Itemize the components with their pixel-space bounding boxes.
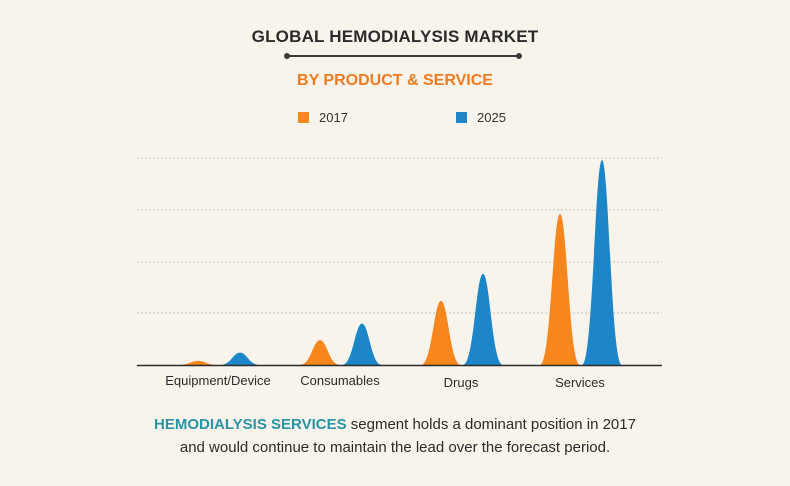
peak-2025-drugs	[463, 273, 503, 365]
footer-highlight: HEMODIALYSIS SERVICES	[154, 416, 347, 433]
legend-item-2017: 2017	[298, 110, 348, 125]
category-label-3: Services	[555, 375, 605, 390]
category-label-2: Drugs	[444, 375, 479, 390]
peak-2017-services	[540, 213, 580, 365]
peak-2025-consumables	[342, 323, 382, 365]
peak-2017-drugs	[421, 300, 461, 365]
peak-2017-consumables	[300, 340, 340, 365]
title-divider	[284, 53, 522, 59]
chart-footer: HEMODIALYSIS SERVICES segment holds a do…	[0, 413, 790, 459]
chart-title: GLOBAL HEMODIALYSIS MARKET	[251, 27, 539, 46]
legend-label-2025: 2025	[477, 110, 506, 125]
footer-line-1-rest: segment holds a dominant position in 201…	[346, 416, 636, 433]
legend-swatch-2025	[456, 112, 467, 123]
legend-item-2025: 2025	[456, 110, 506, 125]
legend-label-2017: 2017	[319, 110, 348, 125]
footer-line-2: and would continue to maintain the lead …	[179, 439, 611, 456]
peak-2017-equipment-device	[178, 360, 218, 365]
category-label-0: Equipment/Device	[165, 373, 271, 388]
footer-line-1: HEMODIALYSIS SERVICES segment holds a do…	[0, 413, 790, 436]
peak-2025-equipment-device	[220, 352, 260, 365]
divider-dot-right	[516, 53, 522, 59]
peak-2025-services	[582, 160, 622, 365]
category-label-1: Consumables	[300, 373, 380, 388]
chart-subtitle: BY PRODUCT & SERVICE	[297, 72, 493, 89]
legend-swatch-2017	[298, 112, 309, 123]
divider-dot-left	[284, 53, 290, 59]
chart-plot: Equipment/Device Consumables Drugs Services	[137, 157, 662, 390]
